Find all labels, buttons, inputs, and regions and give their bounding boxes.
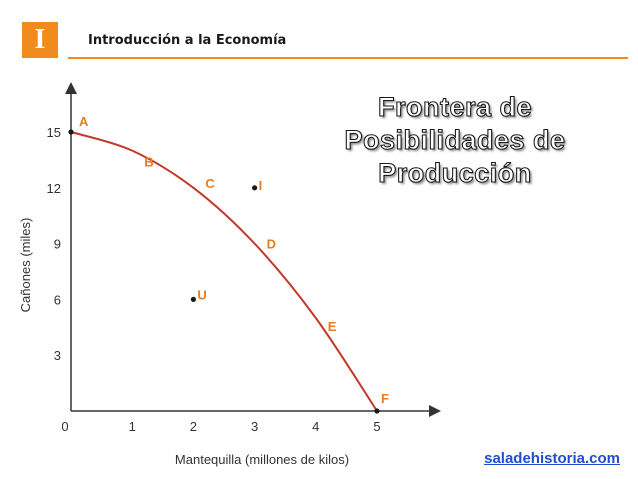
- chart-title-line: Producción: [378, 157, 532, 188]
- x-tick-label: 5: [373, 419, 380, 434]
- x-axis-label: Mantequilla (millones de kilos): [175, 452, 349, 467]
- y-axis-label: Cañones (miles): [18, 218, 33, 313]
- y-tick-label: 12: [47, 181, 61, 196]
- x-tick-label: 4: [312, 419, 319, 434]
- y-tick-label: 6: [54, 292, 61, 307]
- chart-title-line: Frontera de: [377, 91, 533, 122]
- origin-label: 0: [61, 419, 68, 434]
- x-tick-label: 1: [129, 419, 136, 434]
- y-tick-label: 3: [54, 348, 61, 363]
- point-label-d: D: [267, 237, 276, 252]
- point-label-f: F: [381, 391, 389, 406]
- point-label-b: B: [144, 155, 153, 170]
- point-label-e: E: [328, 319, 337, 334]
- source-link[interactable]: saladehistoria.com: [484, 450, 620, 467]
- point-label-i: I: [259, 178, 263, 193]
- x-tick-label: 2: [190, 419, 197, 434]
- point-f: [374, 408, 380, 414]
- chart-title: Frontera de Posibilidades de Producción: [330, 91, 580, 190]
- chapter-badge: I: [22, 22, 58, 58]
- frontier-curve: [70, 131, 378, 412]
- y-tick-label: 9: [54, 237, 61, 252]
- chart-title-line: Posibilidades de: [344, 124, 566, 155]
- point-label-a: A: [79, 114, 89, 129]
- point-label-u: U: [197, 287, 206, 302]
- point-label-c: C: [205, 176, 215, 191]
- header-title: Introducción a la Economía: [88, 33, 287, 48]
- point-a: [68, 129, 74, 135]
- x-tick-label: 3: [251, 419, 258, 434]
- point-u: [190, 296, 196, 302]
- y-tick-label: 15: [47, 125, 61, 140]
- point-i: [252, 185, 258, 191]
- header-divider: [68, 57, 628, 59]
